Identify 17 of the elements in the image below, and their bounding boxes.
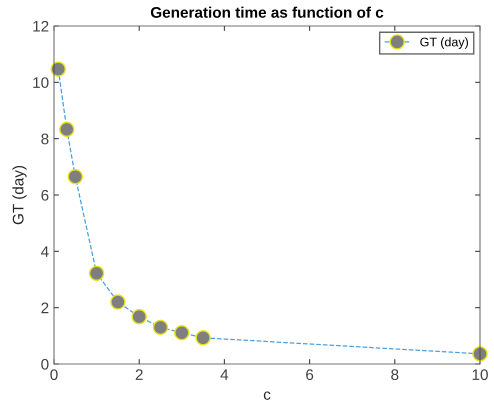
x-tick-label: 4 xyxy=(220,369,228,380)
y-tick-label: 4 xyxy=(40,246,49,257)
x-tick-label: 0 xyxy=(50,369,58,380)
y-tick-label: 2 xyxy=(41,302,48,314)
x-tick-label: 2 xyxy=(136,369,143,380)
legend-label: GT (day) xyxy=(420,37,468,49)
x-axis-title: c xyxy=(264,392,270,400)
x-tick-label: 10 xyxy=(472,369,488,380)
y-tick-label: 12 xyxy=(33,20,48,32)
y-tick-label: 6 xyxy=(41,190,48,201)
x-tick-label: 6 xyxy=(306,369,314,380)
y-axis-title: GT (day) xyxy=(12,166,27,224)
y-tick-label: 10 xyxy=(33,77,49,88)
y-tick-label: 0 xyxy=(41,358,49,370)
y-tick-label: 8 xyxy=(41,134,48,144)
chart-title: Generation time as function of c xyxy=(150,6,384,18)
x-tick-label: 8 xyxy=(391,369,398,380)
